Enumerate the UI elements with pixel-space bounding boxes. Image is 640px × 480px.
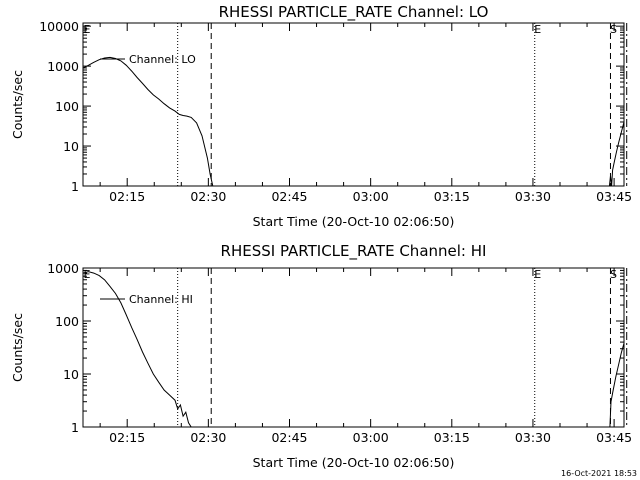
legend-label: Channel: LO [129, 53, 196, 66]
x-tick-label: 02:15 [109, 189, 145, 204]
panel-lo: RHESSI PARTICLE_RATE Channel: LO 02:15 02:… [10, 3, 632, 229]
plot-frame [82, 267, 625, 428]
event-marker-label: E [534, 23, 541, 36]
x-tick-label: 03:45 [596, 430, 632, 445]
x-tick-label: 02:30 [190, 189, 226, 204]
series-line [609, 343, 624, 427]
y-tick-label: 10 [63, 367, 79, 382]
legend-label: Channel: HI [129, 293, 193, 306]
series-line [608, 121, 624, 186]
panel-hi: RHESSI PARTICLE_RATE Channel: HI 02:15 02:… [10, 242, 632, 470]
y-axis-label: Counts/sec [10, 313, 25, 382]
plot-frame [82, 22, 625, 187]
x-tick-label: 02:15 [109, 430, 145, 445]
y-axis-label: Counts/sec [10, 70, 25, 139]
event-marker-label: E [534, 268, 541, 281]
y-tick-label: 10000 [39, 19, 79, 34]
x-tick-label: 03:15 [434, 430, 470, 445]
y-tick-label: 100 [55, 99, 79, 114]
x-axis-label: Start Time (20-Oct-10 02:06:50) [253, 455, 455, 470]
y-tick-label: 1000 [47, 59, 79, 74]
x-tick-label: 03:00 [353, 430, 389, 445]
x-tick-label: 02:45 [271, 430, 307, 445]
corner-event-label: E [84, 268, 91, 281]
x-tick-label: 03:30 [515, 189, 551, 204]
y-tick-label: 10 [63, 139, 79, 154]
chart-title: RHESSI PARTICLE_RATE Channel: LO [219, 3, 489, 22]
corner-event-label: E [84, 23, 91, 36]
y-tick-label: 1000 [47, 261, 79, 276]
x-tick-label: 03:15 [434, 189, 470, 204]
y-tick-label: 100 [55, 314, 79, 329]
chart-title: RHESSI PARTICLE_RATE Channel: HI [221, 242, 487, 261]
series-line [83, 56, 214, 186]
x-tick-label: 03:45 [596, 189, 632, 204]
y-tick-label: 1 [71, 420, 79, 435]
x-tick-label: 03:00 [353, 189, 389, 204]
y-tick-label: 1 [71, 179, 79, 194]
figure-timestamp: 16-Oct-2021 18:53 [561, 469, 637, 478]
series-line [83, 271, 192, 427]
x-tick-label: 02:30 [190, 430, 226, 445]
x-axis-label: Start Time (20-Oct-10 02:06:50) [253, 214, 455, 229]
event-marker-label: S [610, 268, 617, 281]
x-tick-label: 02:45 [271, 189, 307, 204]
x-tick-label: 03:30 [515, 430, 551, 445]
event-marker-label: S [610, 23, 617, 36]
